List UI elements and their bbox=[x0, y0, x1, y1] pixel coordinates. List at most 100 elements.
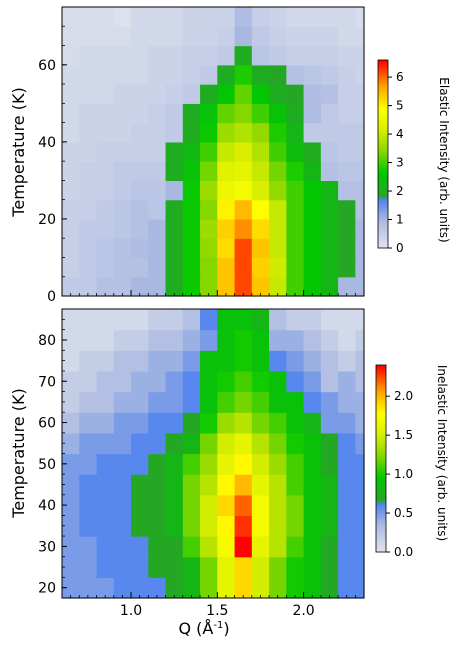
heatmap-cell bbox=[148, 7, 167, 27]
colorbar-segment bbox=[378, 89, 388, 92]
heatmap-cell bbox=[148, 494, 167, 517]
heatmap-cell bbox=[286, 350, 305, 372]
heatmap-cell bbox=[148, 45, 167, 66]
heatmap-cell bbox=[131, 474, 149, 496]
heatmap-cell bbox=[200, 515, 218, 537]
heatmap-cell bbox=[165, 64, 184, 85]
heatmap-cell bbox=[113, 370, 132, 393]
heatmap-cell bbox=[96, 199, 115, 220]
colorbar-segment bbox=[376, 453, 386, 456]
heatmap-cell bbox=[96, 276, 115, 297]
colorbar-segment bbox=[376, 533, 386, 536]
heatmap-cell bbox=[355, 494, 365, 517]
colorbar-segment bbox=[376, 419, 386, 422]
heatmap-cell bbox=[251, 577, 270, 599]
colorbar-segment bbox=[378, 243, 388, 246]
heatmap-cell bbox=[338, 238, 356, 259]
colorbar-segment bbox=[378, 218, 388, 221]
heatmap-cell bbox=[355, 329, 365, 351]
colorbar-segment bbox=[376, 470, 386, 474]
heatmap-cell bbox=[286, 141, 305, 162]
colorbar-segment bbox=[376, 478, 386, 481]
heatmap-cell bbox=[182, 474, 201, 496]
colorbar-segment bbox=[376, 428, 386, 431]
heatmap-cell bbox=[200, 391, 218, 413]
heatmap-cell bbox=[320, 329, 339, 351]
heatmap-cell bbox=[131, 370, 149, 393]
colorbar-segment bbox=[376, 425, 386, 428]
heatmap-cell bbox=[320, 199, 339, 220]
heatmap-cell bbox=[286, 276, 305, 297]
heatmap-cell bbox=[62, 64, 80, 85]
heatmap-cell bbox=[113, 412, 132, 434]
heatmap-cell bbox=[165, 391, 184, 413]
colorbar-segment bbox=[378, 219, 388, 222]
heatmap-cell bbox=[269, 556, 287, 578]
y-tick-label: 80 bbox=[38, 333, 56, 349]
heatmap-cell bbox=[131, 103, 149, 124]
heatmap-cell bbox=[234, 474, 253, 496]
heatmap-cell bbox=[62, 370, 80, 393]
heatmap-cell bbox=[234, 391, 253, 413]
heatmap-cell bbox=[303, 350, 322, 372]
colorbar-segment bbox=[376, 483, 386, 486]
heatmap-cell bbox=[303, 84, 322, 104]
heatmap-cell bbox=[234, 350, 253, 372]
colorbar-segment bbox=[376, 394, 386, 397]
colorbar-segment bbox=[378, 85, 388, 88]
heatmap-cell bbox=[286, 180, 305, 201]
heatmap-cell bbox=[182, 391, 201, 413]
heatmap-cell bbox=[79, 276, 98, 297]
colorbar-segment bbox=[378, 216, 388, 219]
colorbar-segment bbox=[378, 190, 388, 193]
heatmap-cell bbox=[148, 432, 167, 455]
colorbar-segment bbox=[376, 534, 386, 537]
heatmap-cell bbox=[234, 412, 253, 434]
heatmap-cell bbox=[251, 122, 270, 143]
x-tick-label: 1.5 bbox=[206, 603, 228, 619]
heatmap-cell bbox=[320, 350, 339, 372]
colorbar-segment bbox=[376, 514, 386, 517]
colorbar-segment bbox=[376, 469, 386, 472]
colorbar-segment bbox=[376, 517, 386, 520]
heatmap-cell bbox=[251, 412, 270, 434]
colorbar-segment bbox=[378, 172, 388, 175]
heatmap-cell bbox=[113, 45, 132, 66]
heatmap-cell bbox=[234, 64, 253, 85]
colorbar-segment bbox=[376, 489, 386, 492]
heatmap-cell bbox=[251, 391, 270, 413]
heatmap-cell bbox=[200, 412, 218, 434]
heatmap-cell bbox=[269, 141, 287, 162]
colorbar-segment bbox=[378, 197, 388, 200]
heatmap-cell bbox=[182, 7, 201, 27]
heatmap-cell bbox=[182, 350, 201, 372]
heatmap-cell bbox=[131, 556, 149, 578]
heatmap-cell bbox=[182, 577, 201, 599]
colorbar-segment bbox=[376, 383, 386, 386]
heatmap-cell bbox=[303, 199, 322, 220]
colorbar-segment bbox=[376, 400, 386, 403]
y-tick-label: 50 bbox=[38, 457, 56, 473]
heatmap-cell bbox=[79, 257, 98, 278]
heatmap-cell bbox=[200, 238, 218, 259]
colorbar-segment bbox=[378, 215, 388, 218]
heatmap-cell bbox=[79, 161, 98, 181]
heatmap-cell bbox=[234, 515, 253, 537]
heatmap-cell bbox=[148, 199, 167, 220]
colorbar-tick-label: 2.0 bbox=[394, 389, 413, 403]
colorbar-segment bbox=[376, 447, 386, 450]
colorbar-segment bbox=[376, 537, 386, 541]
heatmap-cell bbox=[165, 276, 184, 297]
heatmap-cell bbox=[200, 64, 218, 85]
colorbar-segment bbox=[376, 410, 386, 413]
heatmap-cell bbox=[182, 141, 201, 162]
colorbar-segment bbox=[376, 411, 386, 414]
heatmap-cell bbox=[62, 329, 80, 351]
heatmap-cell bbox=[131, 238, 149, 259]
heatmap-cell bbox=[338, 432, 356, 455]
heatmap-cell bbox=[320, 161, 339, 181]
colorbar-segment bbox=[376, 388, 386, 391]
heatmap-cell bbox=[96, 577, 115, 599]
colorbar-segment bbox=[378, 224, 388, 227]
heatmap-cell bbox=[303, 257, 322, 278]
